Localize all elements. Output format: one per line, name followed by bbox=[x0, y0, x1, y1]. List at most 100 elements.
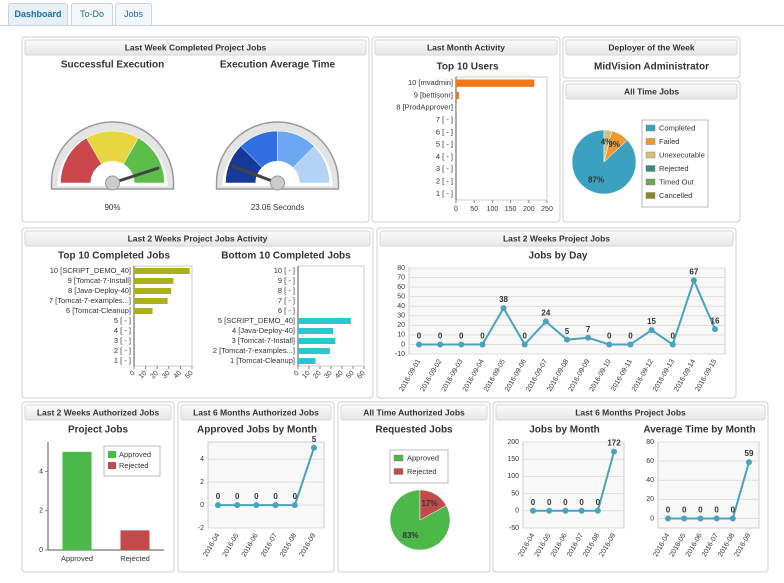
y-tick-label: 200 bbox=[507, 439, 519, 446]
tab-bar bbox=[0, 25, 784, 26]
chart-title: Jobs by Month bbox=[529, 425, 600, 436]
x-tick-label: 40 bbox=[334, 370, 345, 381]
gauge-needle bbox=[111, 166, 160, 185]
plot-area bbox=[207, 441, 325, 529]
x-tick-label: 0 bbox=[293, 370, 301, 378]
chart-title: Jobs by Day bbox=[529, 251, 588, 262]
y-tick-label: 20 bbox=[646, 496, 654, 503]
y-tick-label: 20 bbox=[397, 322, 405, 329]
data-label: 0 bbox=[417, 332, 422, 341]
point bbox=[627, 341, 634, 348]
data-label: 0 bbox=[666, 506, 671, 515]
legend-label: Approved bbox=[407, 453, 439, 462]
y-tick-label: 2 [ - ] bbox=[114, 346, 131, 355]
slice-label: 87% bbox=[588, 175, 604, 184]
x-tick-label: 0 bbox=[454, 206, 458, 213]
point bbox=[215, 502, 221, 509]
y-tick-label: 10 [SCRIPT_DEMO_40] bbox=[50, 266, 131, 275]
panel-header bbox=[495, 404, 766, 421]
y-tick-label: 3 [ - ] bbox=[436, 164, 453, 173]
gauge-hub bbox=[270, 175, 285, 191]
y-tick-label: 50 bbox=[511, 490, 519, 497]
x-tick-label: 30 bbox=[323, 370, 334, 381]
point bbox=[234, 502, 241, 509]
slice-label: 83% bbox=[403, 531, 419, 540]
point bbox=[291, 502, 298, 509]
tab[interactable]: Jobs bbox=[115, 3, 152, 25]
data-label: 24 bbox=[541, 309, 550, 318]
data-label: 0 bbox=[547, 498, 552, 507]
point bbox=[606, 341, 613, 348]
point bbox=[562, 507, 569, 514]
legend-swatch bbox=[645, 165, 656, 172]
legend-swatch bbox=[393, 468, 404, 475]
point bbox=[712, 326, 718, 333]
y-tick-label: 3 [Tomcat-7-Install] bbox=[232, 336, 295, 345]
x-tick-label: 10 bbox=[301, 370, 312, 381]
panel-title: Last 2 Weeks Project Jobs Activity bbox=[128, 233, 268, 243]
gauge-value: 90% bbox=[104, 203, 120, 212]
y-tick-label: 5 [SCRIPT_DEMO_40] bbox=[218, 316, 295, 325]
point bbox=[546, 507, 553, 514]
chart-title: Top 10 Completed Jobs bbox=[58, 251, 170, 262]
panel-header bbox=[24, 39, 367, 56]
panel-title: All Time Authorized Jobs bbox=[363, 407, 465, 417]
panel-header bbox=[374, 39, 558, 56]
x-tick-label: 150 bbox=[505, 206, 517, 213]
slice-label: 9% bbox=[608, 140, 620, 149]
point bbox=[665, 515, 671, 522]
y-tick-label: 0 bbox=[650, 515, 654, 522]
chart-title: Top 10 Users bbox=[436, 62, 498, 73]
data-label: 0 bbox=[531, 498, 536, 507]
panel-title: Last 2 Weeks Project Jobs bbox=[503, 233, 610, 243]
tab[interactable]: Dashboard bbox=[8, 3, 68, 25]
slice-label: 4% bbox=[601, 137, 613, 146]
data-label: 0 bbox=[293, 492, 298, 501]
data-label: 67 bbox=[689, 268, 698, 277]
y-tick-label: 5 [ - ] bbox=[436, 140, 453, 149]
y-tick-label: 9 [Tomcat-7-Install] bbox=[68, 276, 131, 285]
tab[interactable]: To-Do bbox=[71, 3, 113, 25]
point bbox=[669, 341, 676, 348]
legend-label: Cancelled bbox=[659, 191, 692, 200]
panel-header bbox=[340, 404, 488, 421]
y-tick-label: 8 [ProdApprover] bbox=[396, 103, 453, 112]
y-tick-label: 80 bbox=[397, 265, 405, 272]
y-tick-label: 4 [Java-Deploy-40] bbox=[232, 326, 295, 335]
legend-swatch bbox=[108, 462, 116, 469]
legend-label: Failed bbox=[659, 137, 679, 146]
y-tick-label: 60 bbox=[397, 284, 405, 291]
x-tick-label: 60 bbox=[356, 370, 367, 381]
line bbox=[218, 447, 315, 507]
x-tick-label: 20 bbox=[312, 370, 323, 381]
panel-title: Deployer of the Week bbox=[608, 42, 695, 52]
y-tick-label: 7 [ - ] bbox=[436, 115, 453, 124]
chart-title: Project Jobs bbox=[68, 425, 128, 436]
data-label: 0 bbox=[607, 332, 612, 341]
y-tick-label: 1 [Tomcat-Cleanup] bbox=[230, 356, 295, 365]
y-tick-label: 7 [ - ] bbox=[278, 296, 295, 305]
data-label: 0 bbox=[698, 506, 703, 515]
data-label: 0 bbox=[273, 492, 278, 501]
y-tick-label: 10 [mvadmin] bbox=[408, 78, 453, 87]
chart-title: Average Time by Month bbox=[643, 425, 755, 436]
data-label: 0 bbox=[438, 332, 443, 341]
data-label: 172 bbox=[607, 439, 621, 448]
y-tick-label: 9 [bettisonr] bbox=[414, 90, 453, 99]
x-tick-label: 0 bbox=[129, 370, 137, 378]
y-tick-label: 10 [ - ] bbox=[274, 266, 295, 275]
y-tick-label: 2 bbox=[39, 508, 43, 515]
point bbox=[500, 305, 507, 312]
y-tick-label: 0 bbox=[39, 547, 43, 554]
bar bbox=[456, 79, 535, 87]
y-tick-label: 2 [Tomcat-7-examples...] bbox=[213, 346, 295, 355]
y-tick-label: 4 bbox=[39, 468, 43, 475]
bar bbox=[298, 358, 316, 364]
slice-label: 17% bbox=[421, 499, 437, 508]
data-label: 0 bbox=[459, 332, 464, 341]
y-tick-label: -10 bbox=[395, 351, 405, 358]
bar bbox=[134, 268, 190, 274]
y-tick-label: 8 [Java-Deploy-40] bbox=[68, 286, 131, 295]
